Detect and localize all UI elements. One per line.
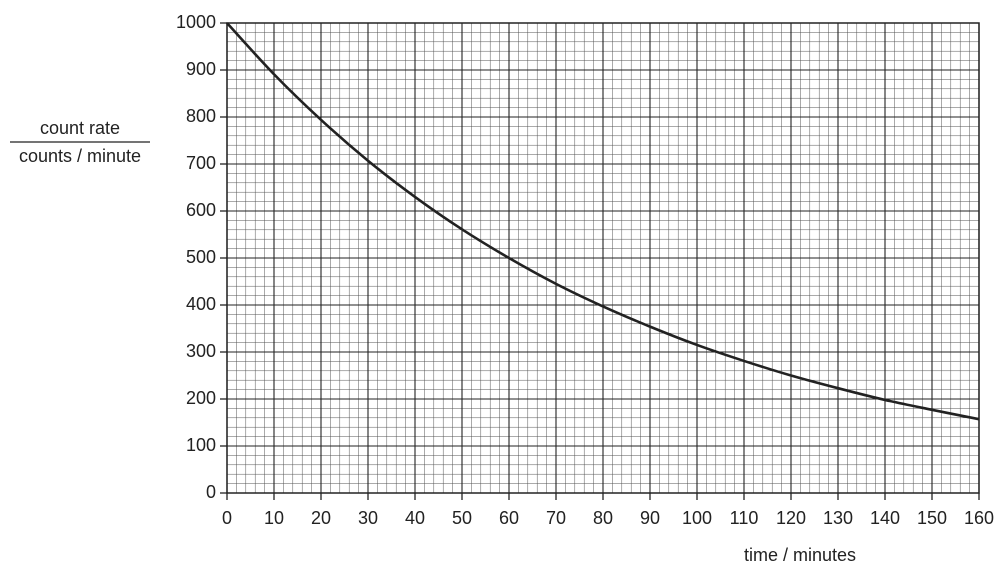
x-tick-label: 0 [222,508,232,528]
x-tick-label: 120 [776,508,806,528]
x-tick-label: 150 [917,508,947,528]
y-tick-label: 800 [186,106,216,126]
x-tick-label: 50 [452,508,472,528]
plot-frame [226,22,980,494]
y-tick-label: 500 [186,247,216,267]
x-tick-label: 90 [640,508,660,528]
y-tick-label: 0 [206,482,216,502]
y-tick-label: 400 [186,294,216,314]
x-tick-label: 140 [870,508,900,528]
y-tick-label: 700 [186,153,216,173]
x-tick-label: 100 [682,508,712,528]
y-tick-label: 900 [186,59,216,79]
y-label-denominator: counts / minute [19,146,141,166]
x-label: time / minutes [744,545,856,565]
y-tick-label: 600 [186,200,216,220]
x-tick-label: 60 [499,508,519,528]
x-tick-label: 30 [358,508,378,528]
curve [226,22,980,421]
y-tick-label: 1000 [176,12,216,32]
x-tick-label: 20 [311,508,331,528]
x-tick-label: 70 [546,508,566,528]
x-tick-label: 10 [264,508,284,528]
x-tick-label: 130 [823,508,853,528]
x-tick-label: 110 [730,508,759,528]
x-tick-label: 40 [405,508,425,528]
y-label-numerator: count rate [40,118,120,138]
x-tick-label: 80 [593,508,613,528]
y-tick-label: 300 [186,341,216,361]
x-tick-label: 160 [964,508,994,528]
y-tick-label: 200 [186,388,216,408]
y-tick-label: 100 [186,435,216,455]
